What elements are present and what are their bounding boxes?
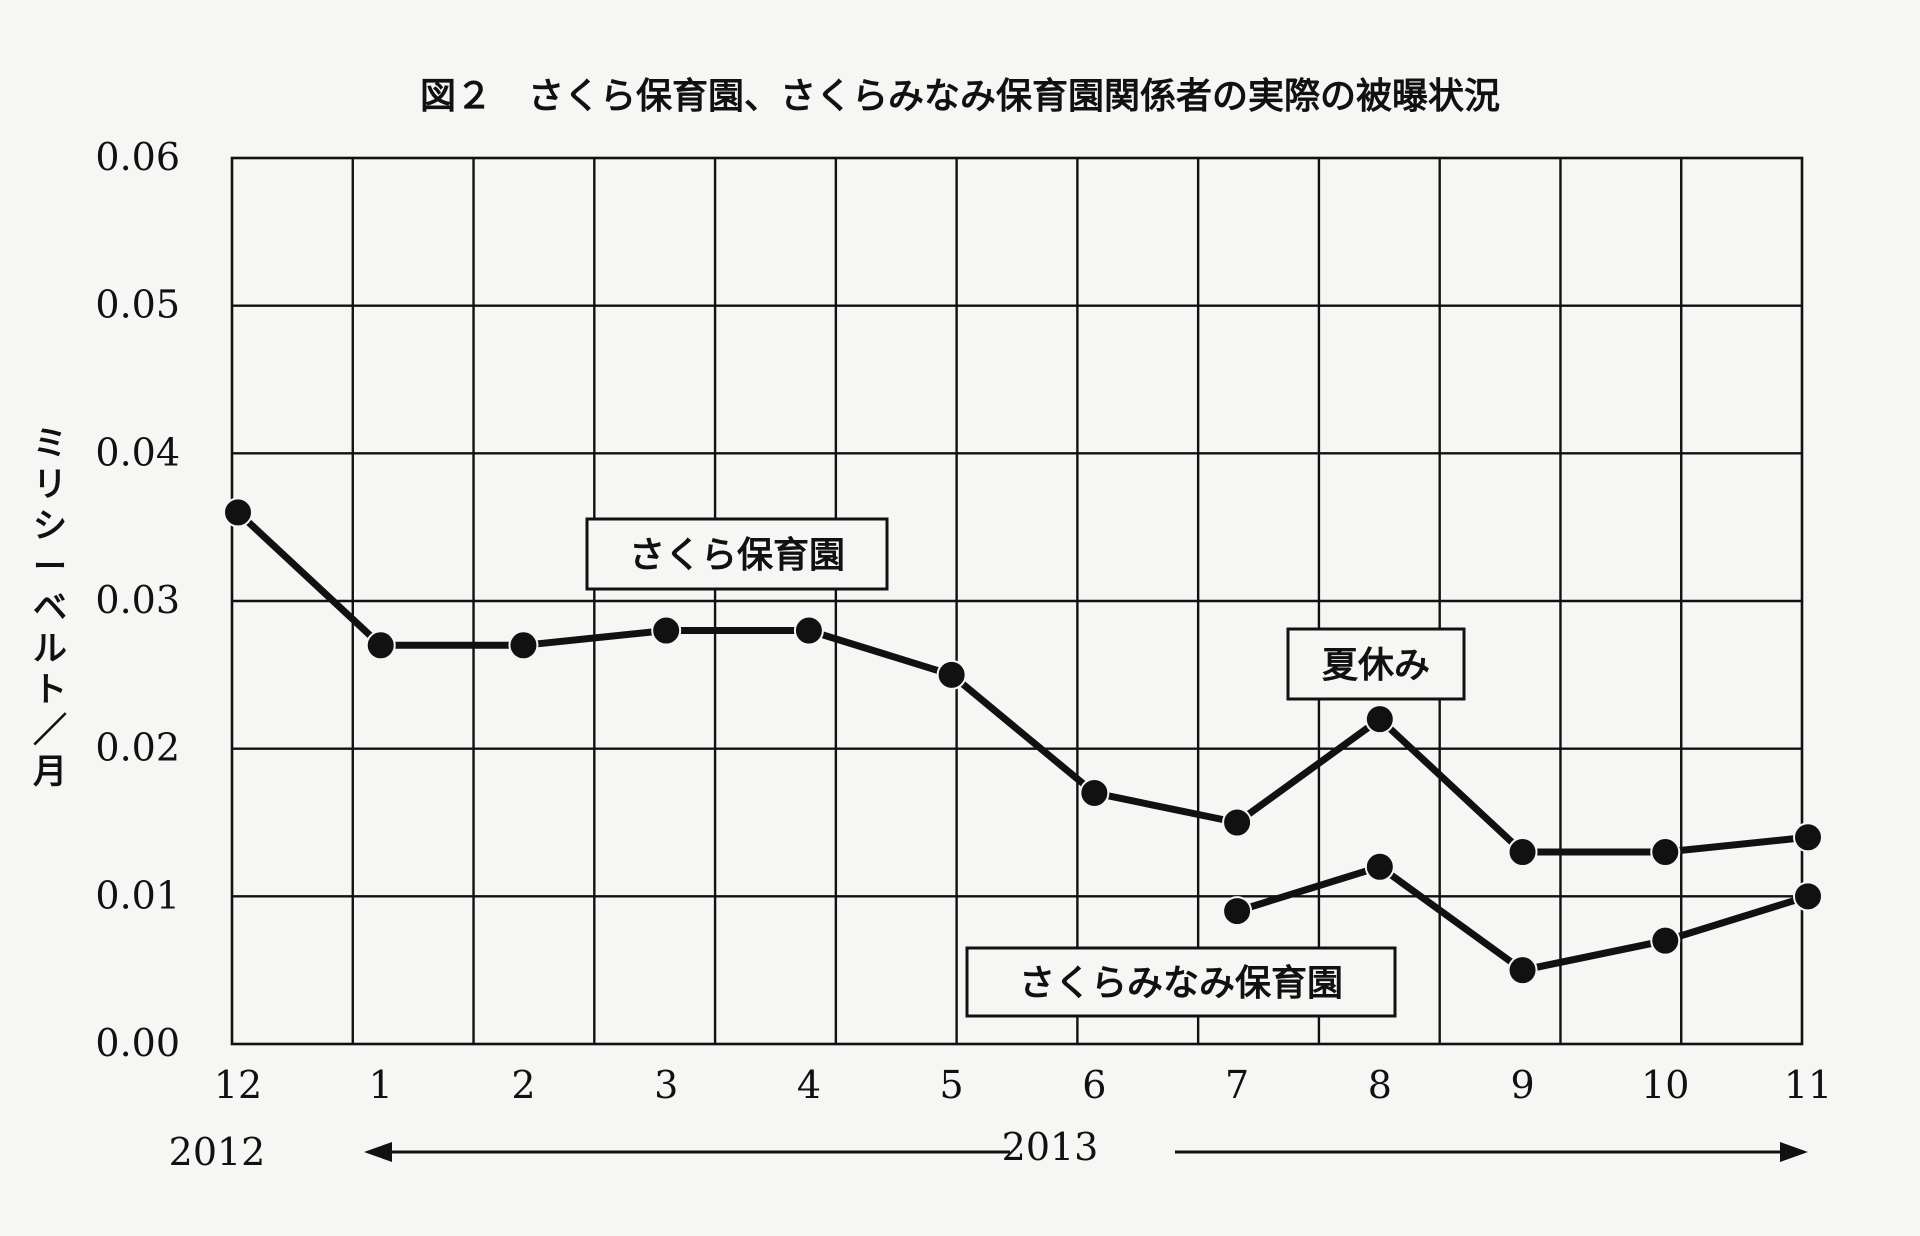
plot-frame (230, 156, 1804, 1046)
y-tick-label: 0.02 (95, 726, 180, 770)
series-label-text: さくらみなみ保育園 (1019, 963, 1343, 1004)
annotation-summer-break: 夏休み (1286, 627, 1466, 701)
year-span-arrow (364, 1142, 1808, 1162)
y-tick-label: 0.06 (95, 135, 180, 179)
data-point (1793, 822, 1823, 853)
x-tick-label: 6 (1082, 1063, 1106, 1107)
data-point (793, 615, 824, 646)
data-point (1222, 807, 1253, 838)
y-tick-label: 0.03 (95, 578, 180, 622)
x-tick-label: 3 (654, 1063, 678, 1107)
series-label-sakura-minami: さくらみなみ保育園 (965, 946, 1397, 1018)
chart-title: 図２ さくら保育園、さくらみなみ保育園関係者の実際の被曝状況 (420, 75, 1500, 117)
series (223, 497, 1823, 986)
data-point (1650, 837, 1681, 868)
y-tick-label: 0.00 (95, 1021, 180, 1065)
y-tick-label: 0.01 (95, 873, 180, 917)
data-point (1793, 881, 1823, 912)
x-tick-label: 1 (369, 1063, 393, 1107)
data-point (1650, 925, 1681, 956)
y-tick-label: 0.04 (95, 430, 180, 474)
data-point (508, 630, 539, 661)
grid (232, 158, 1802, 1044)
x-tick-label: 10 (1641, 1063, 1689, 1107)
x-tick-label: 12 (214, 1063, 262, 1107)
data-point (651, 615, 682, 646)
x-axis-ticks: 12 1 2 3 4 5 6 7 8 9 10 11 (214, 1063, 1832, 1107)
series-label-text: さくら保育園 (629, 535, 845, 576)
data-point (1364, 851, 1395, 882)
series-label-sakura: さくら保育園 (585, 517, 889, 591)
x-tick-label: 11 (1784, 1063, 1832, 1107)
annotation-box (1286, 627, 1466, 701)
series-label-box (585, 517, 889, 591)
series-label-box (965, 946, 1397, 1018)
y-axis-label: ミリシーベルト／月 (33, 424, 67, 792)
series-line-0 (235, 509, 1809, 856)
x-tick-label: 5 (940, 1063, 964, 1107)
x-tick-label: 2 (511, 1063, 535, 1107)
arrow-right-head (1780, 1142, 1808, 1162)
data-point (1364, 704, 1395, 735)
data-point (1507, 955, 1538, 986)
data-point (365, 630, 396, 661)
x-tick-label: 4 (797, 1063, 821, 1107)
year-label-2012: 2012 (169, 1130, 266, 1174)
data-point (1079, 777, 1110, 808)
x-tick-label: 8 (1368, 1063, 1392, 1107)
x-tick-label: 7 (1225, 1063, 1249, 1107)
y-tick-label: 0.05 (95, 283, 180, 327)
arrow-left-head (364, 1142, 392, 1162)
year-label-2013: 2013 (1002, 1125, 1099, 1169)
data-point (936, 659, 967, 690)
y-axis-ticks: 0.06 0.05 0.04 0.03 0.02 0.01 0.00 (95, 135, 180, 1065)
data-point (223, 497, 253, 528)
data-point (1507, 837, 1538, 868)
data-point (1222, 896, 1253, 927)
x-tick-label: 9 (1510, 1063, 1534, 1107)
annotation-text: 夏休み (1322, 645, 1430, 686)
